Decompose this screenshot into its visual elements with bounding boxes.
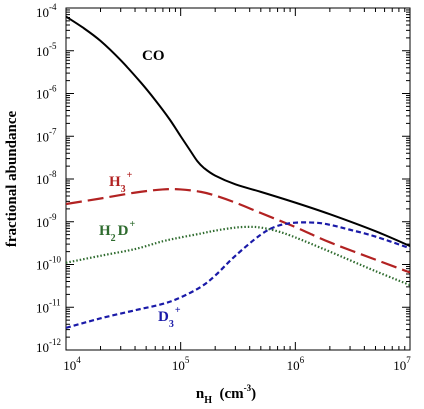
y-tick-exponent: -12 — [49, 337, 61, 347]
series-line-h3plus — [66, 187, 410, 274]
y-tick-label: 10-12 — [36, 337, 61, 355]
series-label-d3plus: D3+ — [158, 305, 181, 330]
series-label-subscript: 3 — [121, 184, 126, 195]
y-tick-base: 10 — [36, 87, 49, 102]
y-tick-base: 10 — [36, 44, 49, 59]
series-label-superscript: + — [130, 219, 136, 230]
x-tick-label: 104 — [63, 355, 81, 373]
y-tick-base: 10 — [36, 172, 49, 187]
series-label-h2dplus: H2 D+ — [99, 219, 136, 244]
x-tick-exponent: 6 — [300, 355, 305, 365]
y-tick-label: 10-6 — [36, 84, 57, 102]
y-tick-label: 10-4 — [36, 2, 57, 20]
x-axis-label-unit: (cm — [212, 386, 244, 402]
series-label-main: H — [99, 223, 111, 239]
curves — [66, 15, 410, 329]
y-tick-label: 10-8 — [36, 169, 57, 187]
x-tick-label: 107 — [393, 355, 411, 373]
series-label-main: H — [109, 174, 121, 190]
x-tick-exponent: 7 — [406, 355, 411, 365]
y-tick-exponent: -7 — [49, 126, 57, 136]
y-axis-label: fractional abundance — [4, 111, 20, 248]
x-tick-exponent: 4 — [76, 355, 81, 365]
y-tick-exponent: -11 — [49, 297, 61, 307]
x-axis-label: nH (cm-3) — [196, 383, 256, 406]
y-tick-base: 10 — [36, 258, 49, 273]
series-line-co — [66, 15, 410, 247]
x-tick-exponent: 5 — [185, 355, 190, 365]
y-tick-exponent: -4 — [49, 2, 57, 12]
x-tick-label: 105 — [172, 355, 190, 373]
series-label-h3plus: H3+ — [109, 170, 133, 195]
series-label-subscript: 2 — [111, 233, 116, 244]
series-label-co: CO — [142, 48, 165, 64]
x-tick-base: 10 — [172, 358, 185, 373]
x-tick-base: 10 — [393, 358, 406, 373]
y-tick-exponent: -8 — [49, 169, 57, 179]
y-tick-label: 10-5 — [36, 41, 57, 59]
y-tick-exponent: -6 — [49, 84, 57, 94]
y-tick-base: 10 — [36, 340, 49, 355]
series-line-h2dplus — [66, 225, 410, 287]
y-tick-label: 10-10 — [36, 255, 61, 273]
y-tick-base: 10 — [36, 300, 49, 315]
series-label-subscript: 3 — [169, 319, 174, 330]
series-label-superscript: + — [175, 305, 181, 316]
y-tick-base: 10 — [36, 215, 49, 230]
y-tick-exponent: -5 — [49, 41, 57, 51]
series-label-main2: D — [118, 223, 129, 239]
x-axis-label-unit-close: ) — [251, 386, 256, 402]
series-label-superscript: + — [127, 170, 133, 181]
x-tick-base: 10 — [287, 358, 300, 373]
y-tick-exponent: -9 — [49, 212, 57, 222]
y-tick-base: 10 — [36, 129, 49, 144]
y-tick-label: 10-11 — [36, 297, 61, 315]
series-label-main: D — [158, 309, 169, 325]
y-tick-base: 10 — [36, 5, 49, 20]
y-tick-label: 10-7 — [36, 126, 57, 144]
x-tick-base: 10 — [63, 358, 76, 373]
x-tick-label: 106 — [287, 355, 305, 373]
x-axis-label-subscript: H — [204, 395, 212, 406]
x-axis-label-unit-exponent: -3 — [244, 383, 252, 393]
y-tick-exponent: -10 — [49, 255, 61, 265]
series-label-main: CO — [142, 48, 165, 64]
y-tick-label: 10-9 — [36, 212, 57, 230]
x-axis-label-base: n — [196, 386, 205, 402]
